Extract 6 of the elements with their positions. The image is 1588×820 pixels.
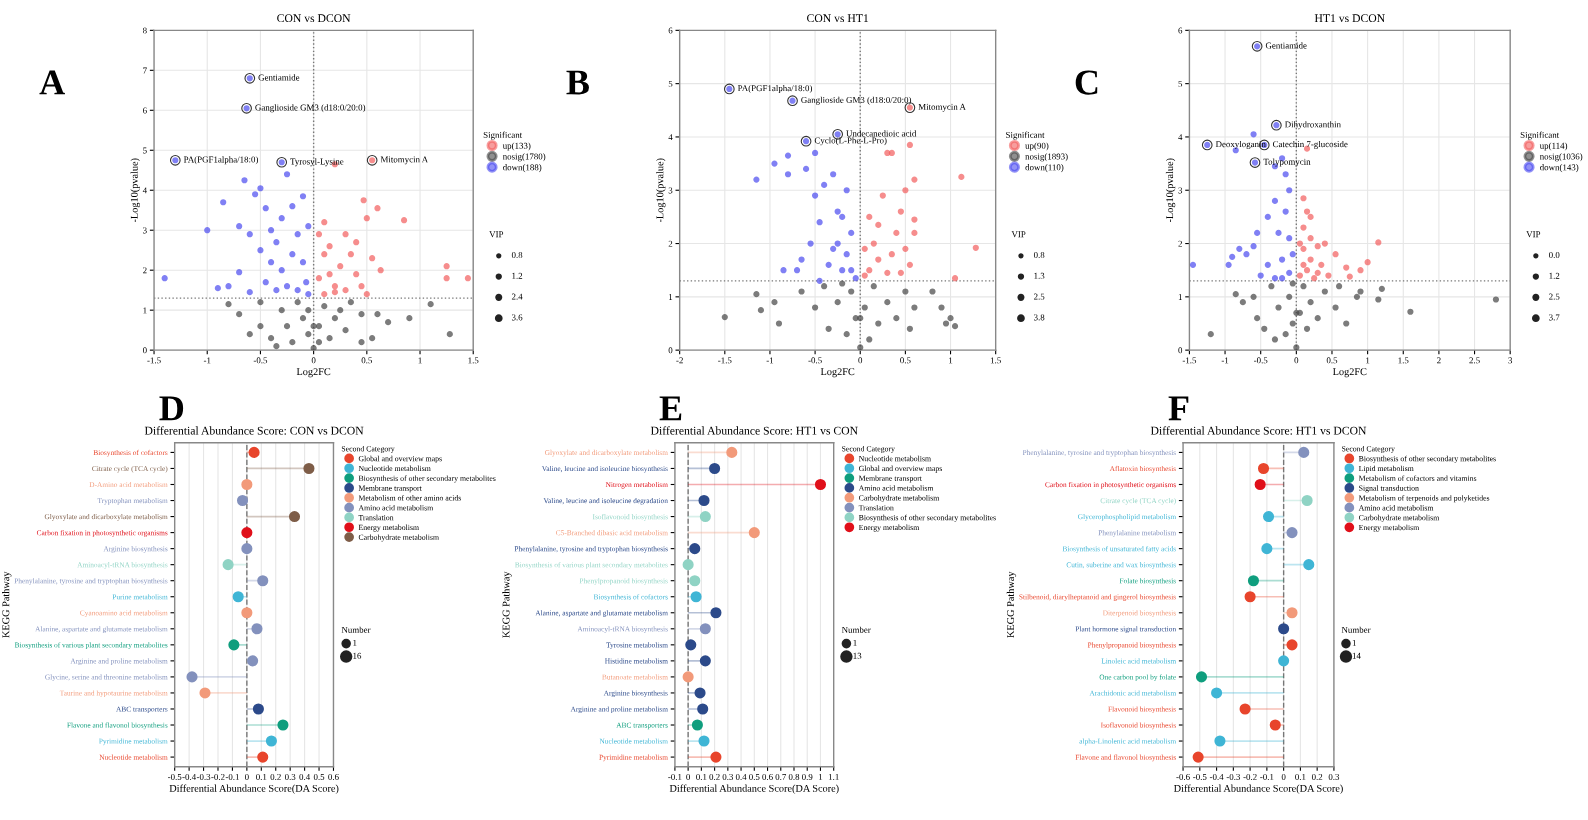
text: A <box>39 70 65 95</box>
text: D <box>159 396 184 421</box>
text: B <box>566 70 589 95</box>
text: E <box>659 396 682 421</box>
text: C <box>1075 70 1098 95</box>
text: F <box>1168 396 1189 421</box>
